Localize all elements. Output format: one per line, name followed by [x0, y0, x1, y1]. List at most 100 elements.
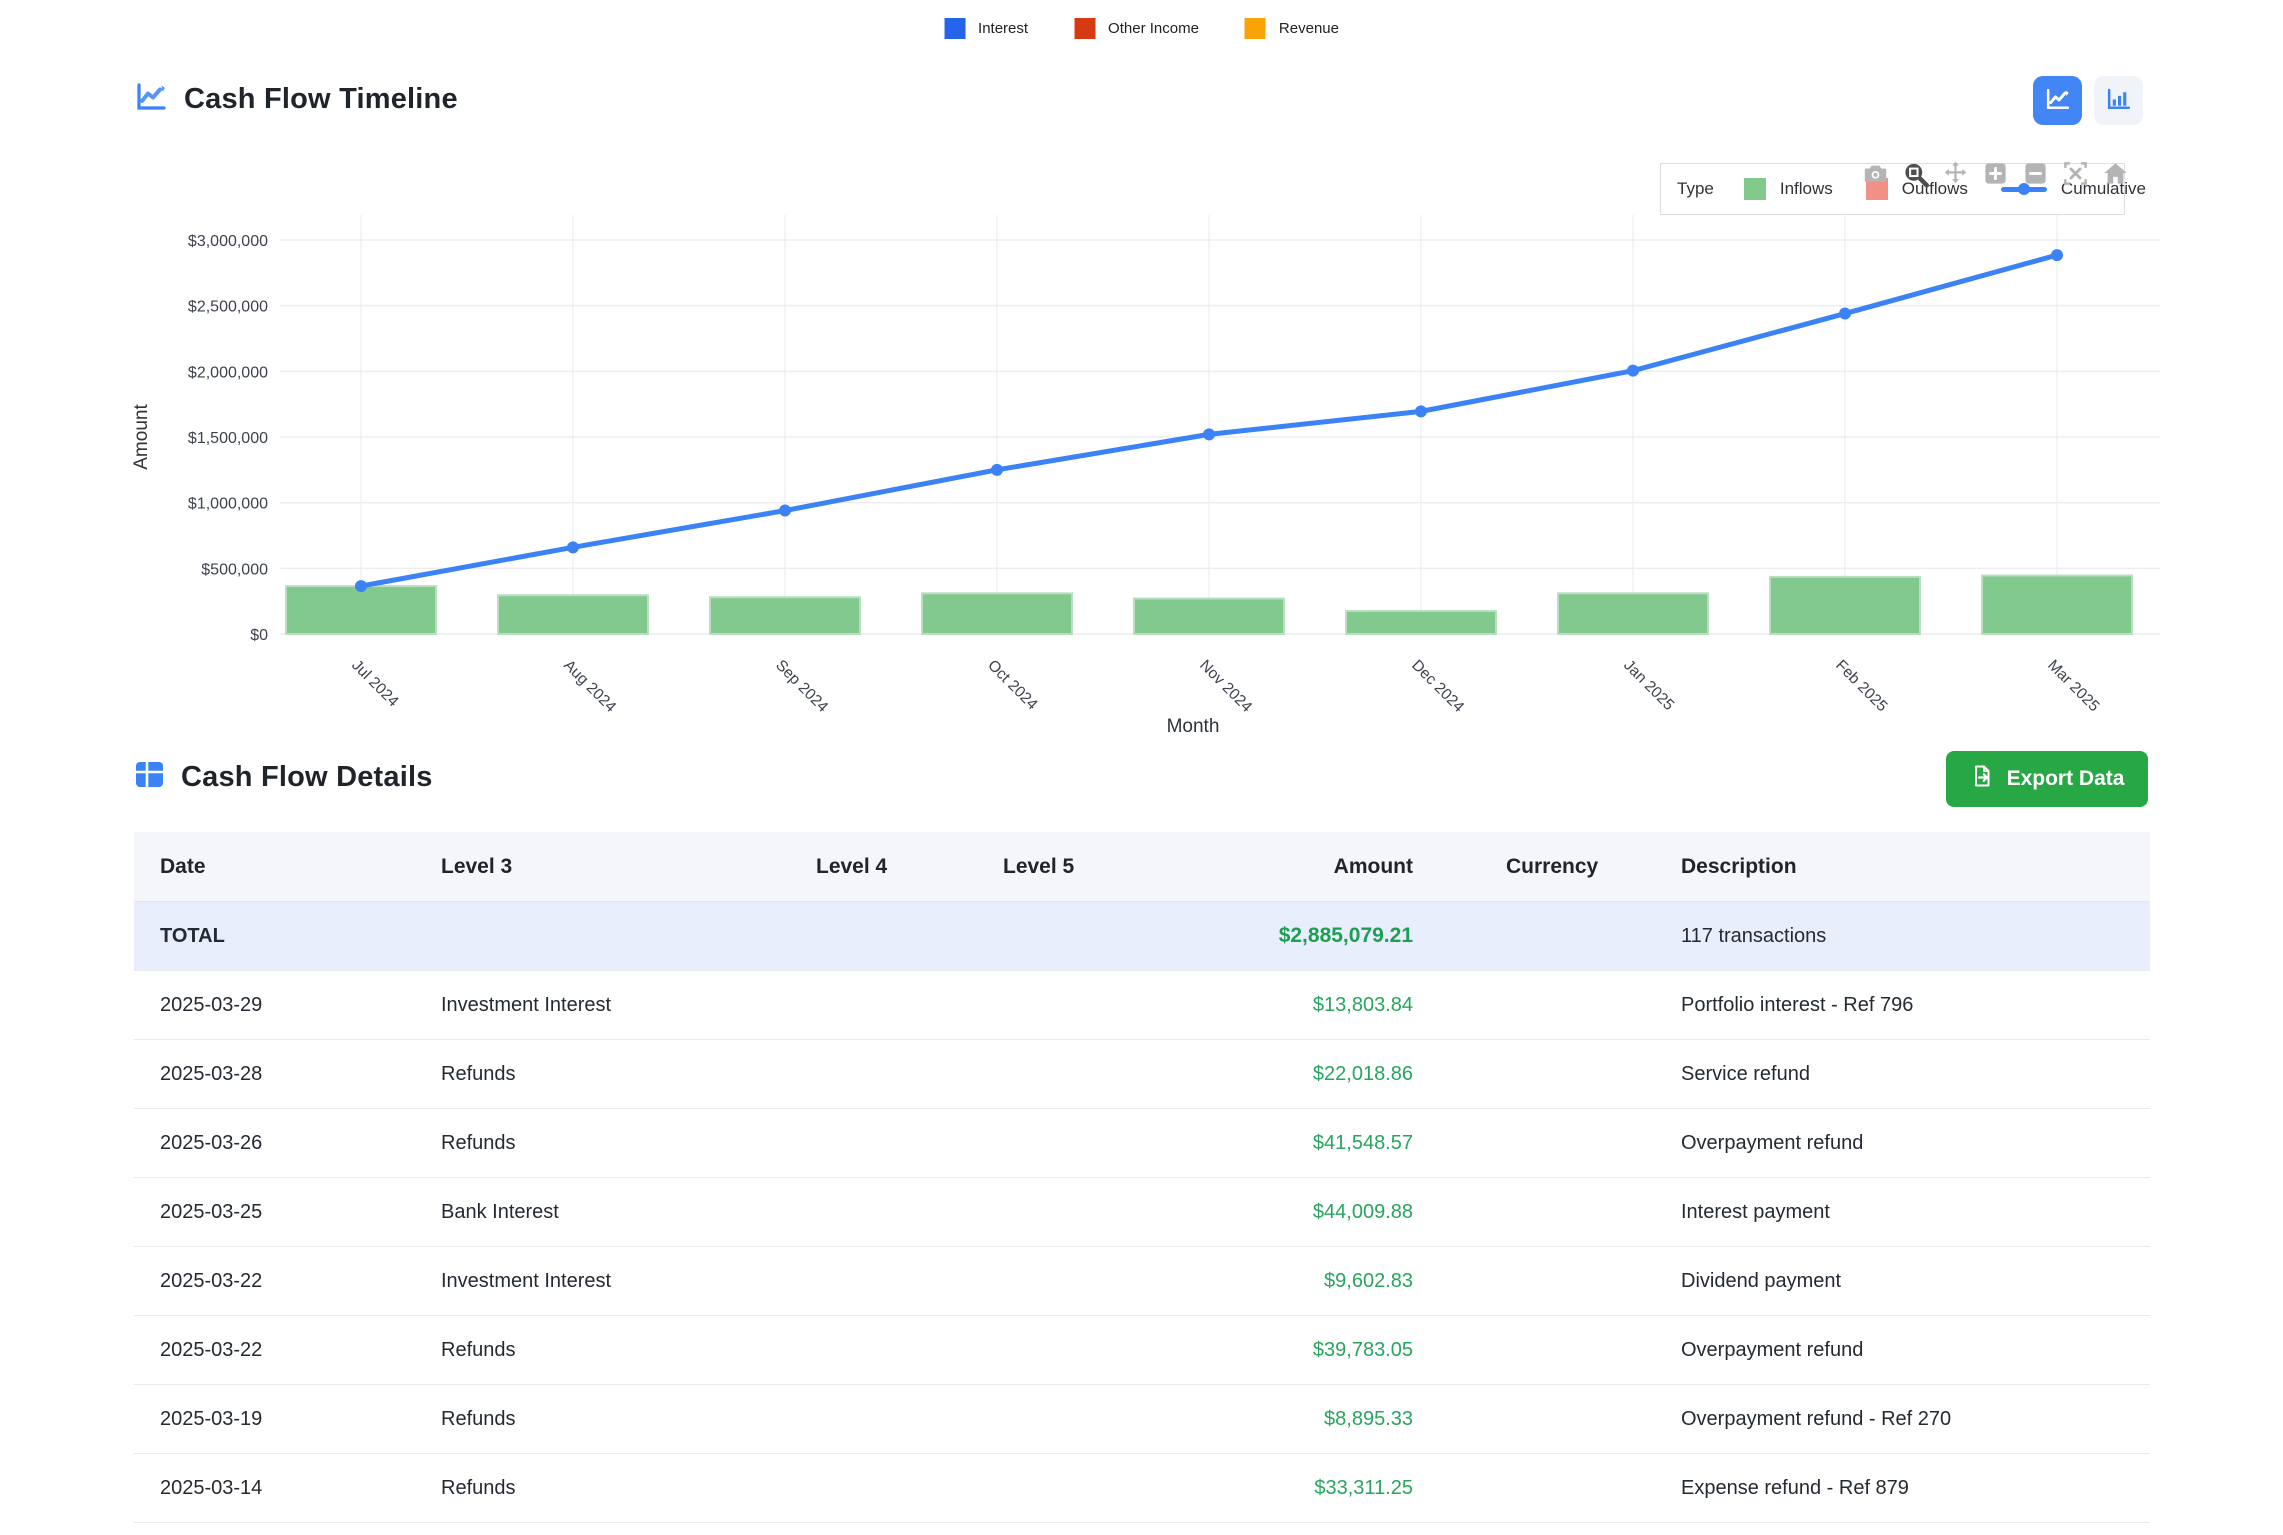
x-axis-title: Month	[1167, 716, 1220, 737]
line-view-toggle-button[interactable]	[2033, 76, 2082, 125]
cell-level3: Refunds	[441, 1407, 516, 1430]
export-data-button[interactable]: Export Data	[1946, 751, 2148, 807]
top-legend-item[interactable]: Interest	[944, 18, 1028, 39]
x-tick-label: Oct 2024	[984, 657, 1041, 714]
inflow-bar[interactable]	[709, 596, 861, 635]
cell-level3: Refunds	[441, 1131, 516, 1154]
cell-amount: $41,548.57	[1312, 1131, 1413, 1154]
total-description: 117 transactions	[1681, 924, 1827, 947]
x-tick-label: Mar 2025	[2044, 657, 2102, 715]
cell-date: 2025-03-25	[160, 1200, 263, 1223]
inflow-bar[interactable]	[1981, 574, 2133, 636]
cell-description: Overpayment refund	[1681, 1131, 1864, 1154]
table-row: 2025-03-22 Investment Interest $9,602.83 Di…	[134, 1247, 2150, 1316]
chart-legend-item-inflows[interactable]: Inflows	[1743, 178, 1833, 200]
home-icon[interactable]	[2102, 160, 2129, 187]
cumulative-point[interactable]	[1203, 428, 1215, 441]
y-tick-label: $2,500,000	[188, 299, 268, 316]
cumulative-point[interactable]	[567, 541, 579, 554]
y-tick-label: $1,000,000	[188, 496, 268, 513]
chart-modebar	[1862, 160, 2129, 187]
table-row: 2025-03-14 Refunds $33,311.25 Expense refun…	[134, 1454, 2150, 1523]
cell-date: 2025-03-28	[160, 1062, 263, 1085]
legend-label: Revenue	[1278, 20, 1339, 37]
x-tick-label: Jul 2024	[348, 657, 402, 711]
x-tick-label: Aug 2024	[560, 657, 619, 716]
cell-level3: Refunds	[441, 1062, 516, 1085]
cumulative-point[interactable]	[1627, 364, 1639, 377]
cumulative-point[interactable]	[2051, 249, 2063, 262]
cell-date: 2025-03-14	[160, 1476, 263, 1499]
cumulative-point[interactable]	[1415, 405, 1427, 418]
cell-description: Portfolio interest - Ref 796	[1681, 993, 1914, 1016]
cell-amount: $44,009.88	[1312, 1200, 1413, 1223]
cell-level3: Refunds	[441, 1338, 516, 1361]
legend-swatch	[944, 18, 966, 39]
column-header-level4: Level 4	[816, 854, 888, 878]
x-tick-label: Dec 2024	[1408, 657, 1467, 716]
chart-legend-item-outflows[interactable]: Outflows	[1865, 178, 1968, 200]
zoom-icon[interactable]	[1902, 160, 1929, 187]
y-tick-label: $3,000,000	[188, 233, 268, 250]
pan-icon[interactable]	[1942, 160, 1969, 187]
cell-description: Service refund	[1681, 1062, 1810, 1085]
top-legend-item[interactable]: Revenue	[1244, 18, 1339, 39]
column-header-level5: Level 5	[1003, 854, 1075, 878]
cashflow-timeline-chart[interactable]: $0 $500,000 $1,000,000 $1,500,000 $2,000,000…	[0, 145, 2283, 790]
inflow-bar[interactable]	[1133, 597, 1285, 636]
cell-amount: $9,602.83	[1324, 1269, 1413, 1292]
square-swatch	[1865, 178, 1888, 200]
table-body: 2025-03-29 Investment Interest $13,803.84 P…	[134, 971, 2150, 1523]
cumulative-point[interactable]	[779, 504, 791, 517]
table-header-row: Date Level 3 Level 4 Level 5 Amount Currency D…	[134, 832, 2150, 902]
zoom-out-icon[interactable]	[2022, 160, 2049, 187]
table-row: 2025-03-22 Refunds $39,783.05 Overpayment r…	[134, 1316, 2150, 1385]
table-row: 2025-03-26 Refunds $41,548.57 Overpayment r…	[134, 1109, 2150, 1178]
table-row: 2025-03-29 Investment Interest $13,803.84 P…	[134, 971, 2150, 1040]
line-swatch	[2000, 183, 2047, 195]
inflow-bar[interactable]	[1769, 575, 1921, 635]
chart-legend-label: Inflows	[1779, 179, 1833, 198]
x-tick-label: Feb 2025	[1832, 657, 1890, 715]
y-axis-title: Amount	[131, 404, 152, 470]
cumulative-point[interactable]	[991, 463, 1003, 476]
cell-level3: Refunds	[441, 1476, 516, 1499]
inflow-bar[interactable]	[497, 594, 649, 635]
column-header-date: Date	[160, 854, 206, 878]
inflow-bar[interactable]	[285, 585, 437, 635]
x-tick-label: Nov 2024	[1196, 657, 1255, 716]
cell-amount: $8,895.33	[1324, 1407, 1413, 1430]
cumulative-point[interactable]	[355, 580, 367, 593]
table-row: 2025-03-28 Refunds $22,018.86 Service refun…	[134, 1040, 2150, 1109]
cumulative-point[interactable]	[1839, 307, 1851, 320]
cell-description: Overpayment refund	[1681, 1338, 1864, 1361]
camera-icon[interactable]	[1862, 160, 1889, 187]
top-legend-item[interactable]: Other Income	[1074, 18, 1199, 39]
timeline-section-header: Cash Flow Timeline	[133, 80, 458, 119]
cashflow-table: Date Level 3 Level 4 Level 5 Amount Currency D…	[134, 832, 2150, 1523]
chart-legend-title: Type	[1677, 179, 1714, 198]
x-tick-label: Sep 2024	[772, 657, 831, 716]
inflow-bar[interactable]	[1345, 610, 1497, 635]
column-header-description: Description	[1681, 854, 1797, 878]
line-chart-icon	[2044, 86, 2071, 116]
inflow-bar[interactable]	[1557, 592, 1709, 635]
cell-date: 2025-03-19	[160, 1407, 263, 1430]
cell-description: Expense refund - Ref 879	[1681, 1476, 1909, 1499]
details-title: Cash Flow Details	[181, 760, 433, 793]
legend-swatch	[1074, 18, 1096, 39]
cell-level3: Investment Interest	[441, 993, 612, 1016]
bar-view-toggle-button[interactable]	[2094, 76, 2143, 125]
timeline-title: Cash Flow Timeline	[184, 83, 458, 115]
autoscale-icon[interactable]	[2062, 160, 2089, 187]
cell-date: 2025-03-26	[160, 1131, 263, 1154]
inflow-bar[interactable]	[921, 592, 1073, 635]
cell-amount: $33,311.25	[1314, 1476, 1413, 1499]
cell-amount: $22,018.86	[1312, 1062, 1413, 1085]
table-total-row: TOTAL $2,885,079.21 117 transactions	[134, 902, 2150, 971]
bar-chart-icon	[2105, 86, 2132, 116]
column-header-level3: Level 3	[441, 854, 513, 878]
table-row: 2025-03-25 Bank Interest $44,009.88 Interes…	[134, 1178, 2150, 1247]
zoom-in-icon[interactable]	[1982, 160, 2009, 187]
total-amount: $2,885,079.21	[1278, 924, 1413, 947]
